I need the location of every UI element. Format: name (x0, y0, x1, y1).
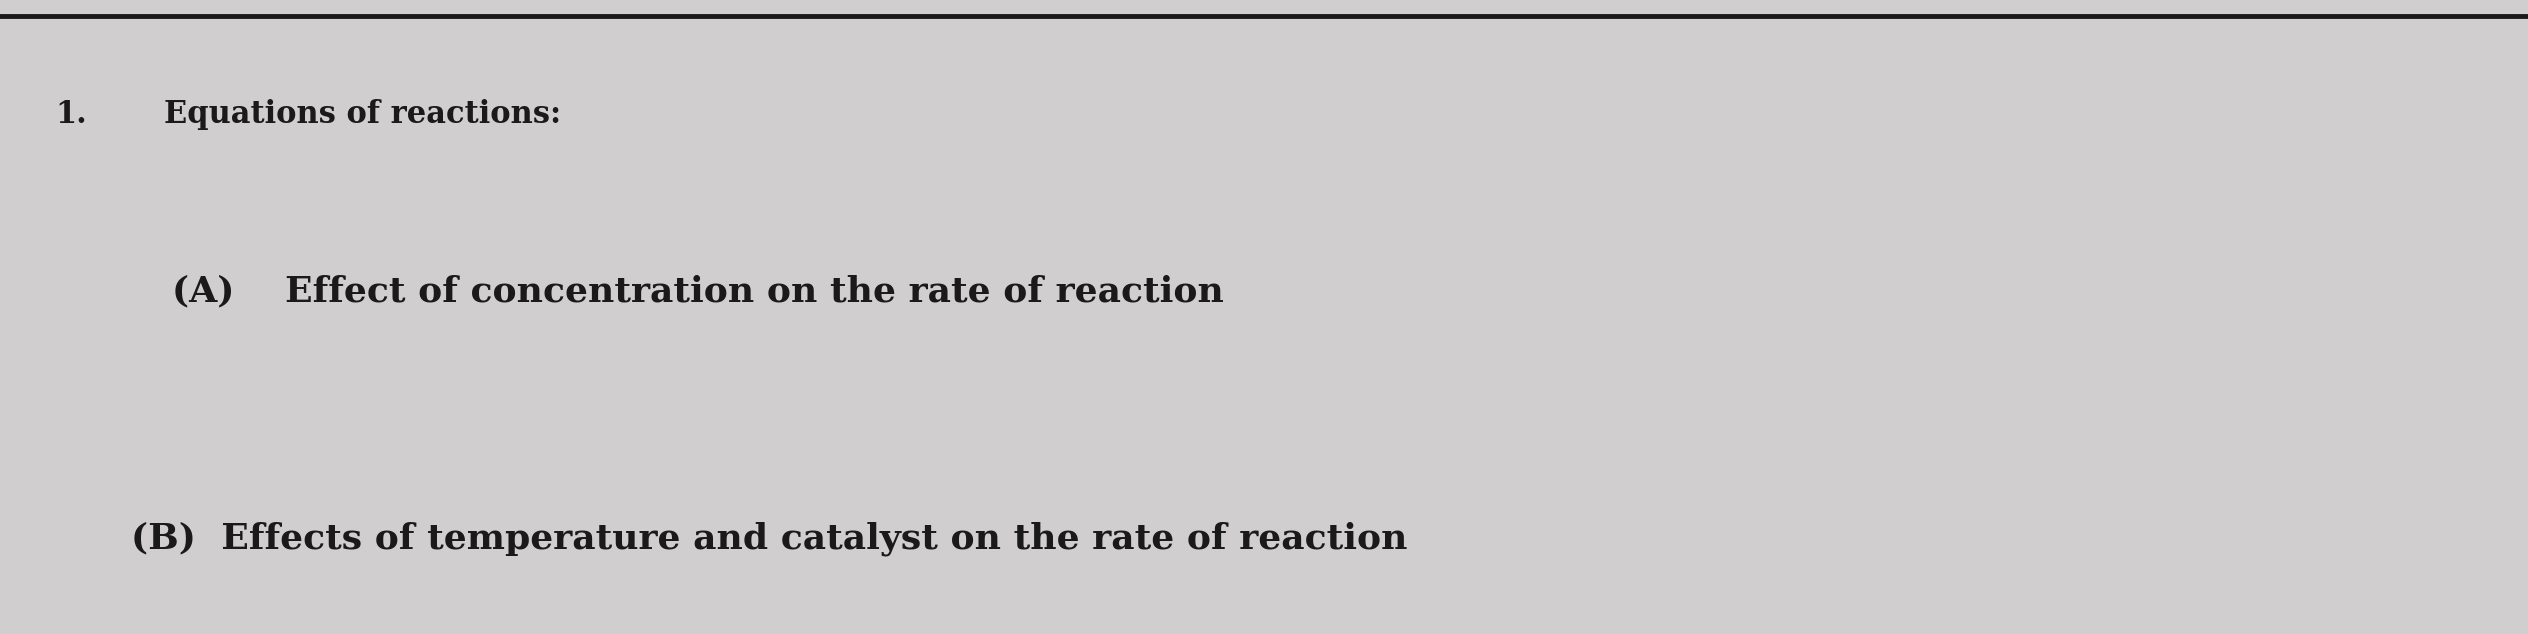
Text: Equations of reactions:: Equations of reactions: (164, 99, 561, 129)
Text: (B)  Effects of temperature and catalyst on the rate of reaction: (B) Effects of temperature and catalyst … (131, 522, 1408, 556)
Text: (A)    Effect of concentration on the rate of reaction: (A) Effect of concentration on the rate … (172, 275, 1224, 309)
Text: 1.: 1. (56, 99, 88, 129)
